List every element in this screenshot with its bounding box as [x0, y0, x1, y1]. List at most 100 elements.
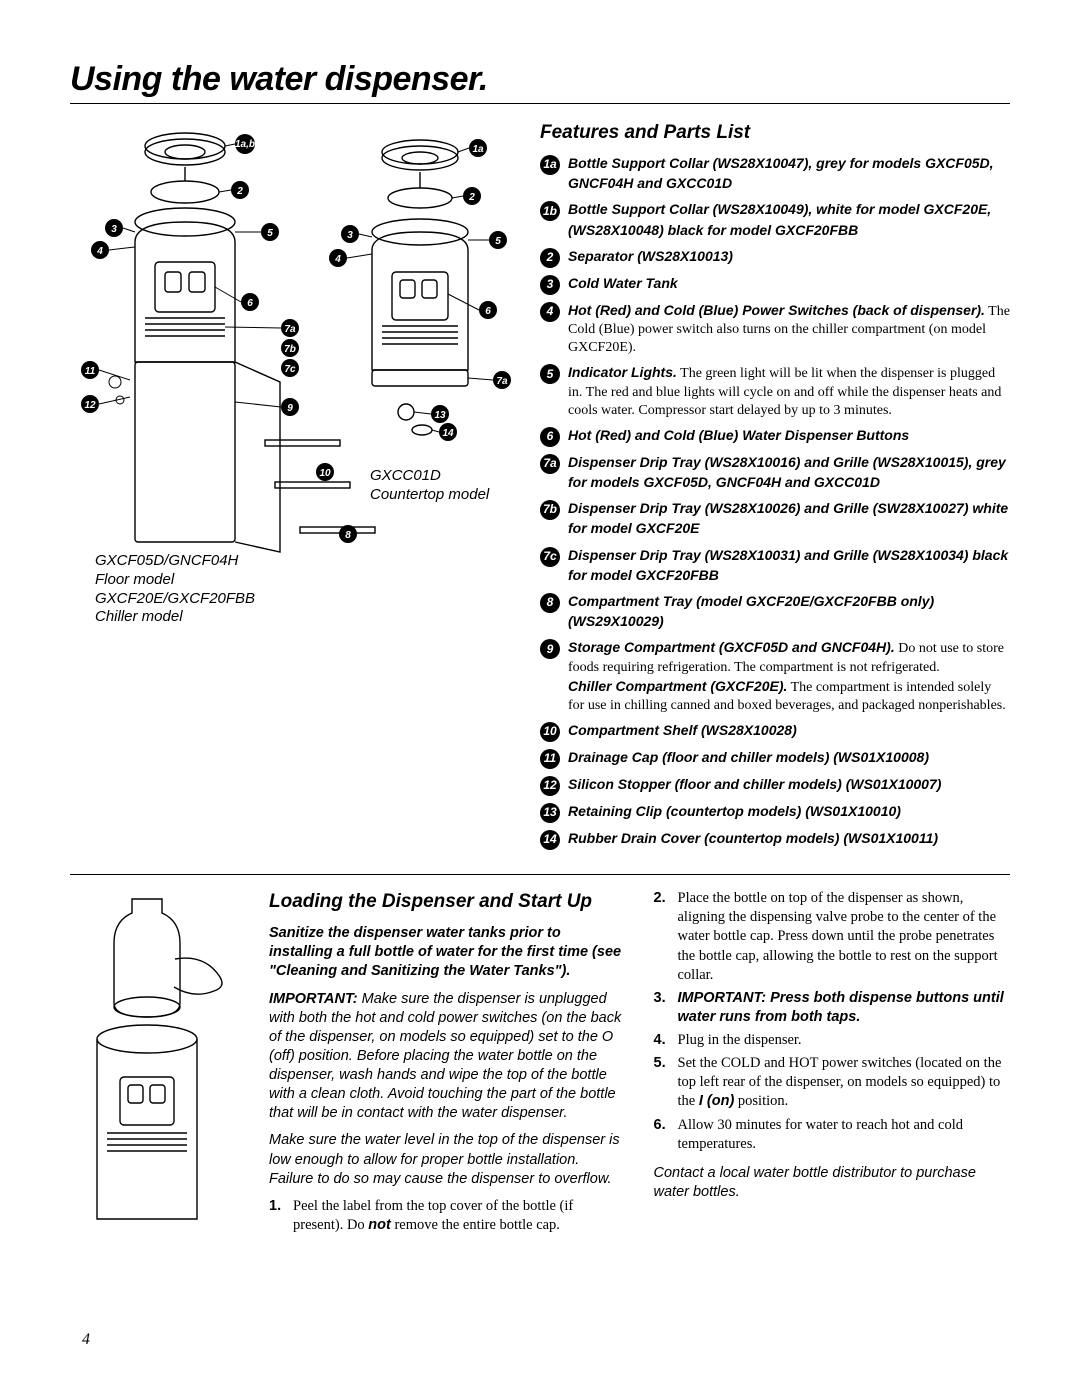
parts-list: 1a Bottle Support Collar (WS28X10047), gr…: [540, 154, 1010, 850]
features-heading: Features and Parts List: [540, 122, 1010, 144]
part-badge: 7c: [540, 547, 560, 567]
part-text: Drainage Cap (floor and chiller models) …: [568, 748, 1010, 768]
steps-right: 2.Place the bottle on top of the dispens…: [654, 889, 1011, 1154]
part-row: 8 Compartment Tray (model GXCF20E/GXCF20F…: [540, 592, 1010, 632]
parts-list-column: Features and Parts List 1a Bottle Support…: [540, 122, 1010, 856]
svg-text:7c: 7c: [284, 364, 296, 375]
part-text: Hot (Red) and Cold (Blue) Power Switches…: [568, 301, 1010, 358]
step-item: 5.Set the COLD and HOT power switches (l…: [654, 1054, 1011, 1111]
water-level-note: Make sure the water level in the top of …: [269, 1131, 626, 1188]
svg-text:9: 9: [287, 403, 293, 414]
part-text: Bottle Support Collar (WS28X10047), grey…: [568, 154, 1010, 194]
loading-right-col: 2.Place the bottle on top of the dispens…: [654, 889, 1011, 1254]
page-title: Using the water dispenser.: [70, 60, 1010, 99]
svg-text:5: 5: [267, 228, 273, 239]
part-text: Dispenser Drip Tray (WS28X10016) and Gri…: [568, 453, 1010, 493]
svg-text:6: 6: [247, 298, 253, 309]
step-item: 4.Plug in the dispenser.: [654, 1031, 1011, 1050]
svg-text:10: 10: [319, 468, 331, 479]
title-rule: [70, 103, 1010, 104]
step-item: 2.Place the bottle on top of the dispens…: [654, 889, 1011, 985]
svg-text:3: 3: [111, 224, 117, 235]
part-text: Compartment Shelf (WS28X10028): [568, 721, 1010, 741]
sanitize-note: Sanitize the dispenser water tanks prior…: [269, 924, 626, 981]
part-row: 12 Silicon Stopper (floor and chiller mod…: [540, 775, 1010, 796]
part-row: 7a Dispenser Drip Tray (WS28X10016) and G…: [540, 453, 1010, 493]
svg-text:14: 14: [442, 428, 454, 439]
part-badge: 4: [540, 302, 560, 322]
svg-text:2: 2: [236, 186, 243, 197]
part-badge: 14: [540, 830, 560, 850]
part-row: 13 Retaining Clip (countertop models) (WS…: [540, 802, 1010, 823]
part-badge: 7a: [540, 454, 560, 474]
part-badge: 10: [540, 722, 560, 742]
svg-text:3: 3: [347, 230, 353, 241]
part-row: 9 Storage Compartment (GXCF05D and GNCF04…: [540, 638, 1010, 715]
step-item: 3.IMPORTANT: Press both dispense buttons…: [654, 989, 1011, 1027]
part-text: Indicator Lights. The green light will b…: [568, 363, 1010, 420]
part-text: Dispenser Drip Tray (WS28X10026) and Gri…: [568, 499, 1010, 539]
svg-text:1a,b: 1a,b: [235, 139, 255, 150]
part-row: 7b Dispenser Drip Tray (WS28X10026) and G…: [540, 499, 1010, 539]
part-badge: 1b: [540, 201, 560, 221]
part-badge: 13: [540, 803, 560, 823]
svg-text:1a: 1a: [472, 144, 484, 155]
part-text: Retaining Clip (countertop models) (WS01…: [568, 802, 1010, 822]
part-text: Hot (Red) and Cold (Blue) Water Dispense…: [568, 426, 1010, 446]
parts-diagram-icon: 1a,b 2 3 4 5 6 7a 7b 7c 9 10 8 11 12: [70, 122, 520, 762]
part-badge: 11: [540, 749, 560, 769]
part-text: Silicon Stopper (floor and chiller model…: [568, 775, 1010, 795]
part-row: 10 Compartment Shelf (WS28X10028): [540, 721, 1010, 742]
loading-text: Loading the Dispenser and Start Up Sanit…: [269, 889, 1010, 1254]
loading-left-col: Loading the Dispenser and Start Up Sanit…: [269, 889, 626, 1254]
svg-text:8: 8: [345, 530, 351, 541]
part-row: 5 Indicator Lights. The green light will …: [540, 363, 1010, 420]
part-row: 11 Drainage Cap (floor and chiller models…: [540, 748, 1010, 769]
part-text: Bottle Support Collar (WS28X10049), whit…: [568, 200, 1010, 240]
svg-text:5: 5: [495, 236, 501, 247]
svg-text:4: 4: [334, 254, 341, 265]
part-row: 2 Separator (WS28X10013): [540, 247, 1010, 268]
bottle-loading-icon: [70, 889, 245, 1249]
part-badge: 7b: [540, 500, 560, 520]
part-text: Cold Water Tank: [568, 274, 1010, 294]
part-row: 4 Hot (Red) and Cold (Blue) Power Switche…: [540, 301, 1010, 358]
part-row: 7c Dispenser Drip Tray (WS28X10031) and G…: [540, 546, 1010, 586]
part-text: Dispenser Drip Tray (WS28X10031) and Gri…: [568, 546, 1010, 586]
section-divider: [70, 874, 1010, 875]
step-item: 1.Peel the label from the top cover of t…: [269, 1197, 626, 1235]
part-row: 6 Hot (Red) and Cold (Blue) Water Dispens…: [540, 426, 1010, 447]
svg-text:12: 12: [84, 400, 96, 411]
important-note: IMPORTANT: Make sure the dispenser is un…: [269, 990, 626, 1124]
part-text: Compartment Tray (model GXCF20E/GXCF20FB…: [568, 592, 1010, 632]
part-badge: 8: [540, 593, 560, 613]
part-row: 14Rubber Drain Cover (countertop models)…: [540, 829, 1010, 850]
part-row: 3Cold Water Tank: [540, 274, 1010, 295]
svg-text:4: 4: [96, 246, 103, 257]
part-row: 1a Bottle Support Collar (WS28X10047), gr…: [540, 154, 1010, 194]
page-number: 4: [82, 1331, 90, 1349]
part-badge: 1a: [540, 155, 560, 175]
part-badge: 12: [540, 776, 560, 796]
step-item: 6.Allow 30 minutes for water to reach ho…: [654, 1116, 1011, 1154]
svg-text:6: 6: [485, 306, 491, 317]
lower-section: Loading the Dispenser and Start Up Sanit…: [70, 889, 1010, 1254]
part-badge: 2: [540, 248, 560, 268]
svg-text:7a: 7a: [496, 376, 508, 387]
part-row: 1b Bottle Support Collar (WS28X10049), wh…: [540, 200, 1010, 240]
part-badge: 9: [540, 639, 560, 659]
steps-left: 1.Peel the label from the top cover of t…: [269, 1197, 626, 1235]
part-badge: 5: [540, 364, 560, 384]
contact-note: Contact a local water bottle distributor…: [654, 1164, 1011, 1202]
upper-section: 1a,b 2 3 4 5 6 7a 7b 7c 9 10 8 11 12: [70, 122, 1010, 856]
loading-heading: Loading the Dispenser and Start Up: [269, 889, 626, 914]
part-text: Storage Compartment (GXCF05D and GNCF04H…: [568, 638, 1010, 715]
loading-illustration: [70, 889, 245, 1254]
svg-text:7b: 7b: [284, 344, 296, 355]
svg-text:2: 2: [468, 192, 475, 203]
svg-text:7a: 7a: [284, 324, 296, 335]
svg-text:11: 11: [85, 366, 96, 377]
part-badge: 6: [540, 427, 560, 447]
part-text: Separator (WS28X10013): [568, 247, 1010, 267]
svg-text:13: 13: [434, 410, 446, 421]
